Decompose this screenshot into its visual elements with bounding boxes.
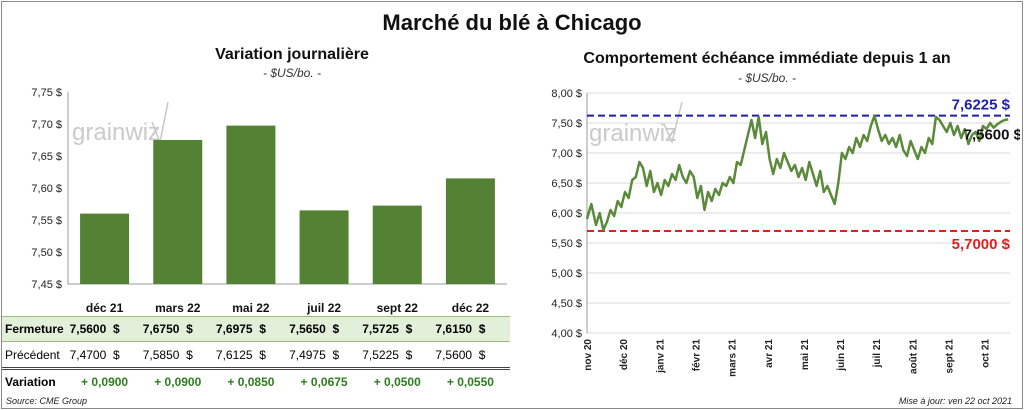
x-tick-label: nov 20: [583, 339, 594, 371]
x-tick-label: mai 22: [232, 301, 270, 315]
y-tick-label: 4,50 $: [551, 298, 582, 310]
table-cell: 7,6975 $: [215, 322, 266, 336]
bar-mars-22: [153, 140, 203, 284]
low-value-label: 5,7000 $: [952, 236, 1011, 253]
y-tick-label: 6,50 $: [551, 178, 582, 190]
bar-chart: 7,45 $ 7,50 $ 7,55 $ 7,60 $ 7,65 $ 7,70 $ 7,75…: [31, 87, 507, 315]
x-tick-label: sept 21: [945, 339, 956, 374]
last-value-label: 7,5600 $: [964, 126, 1020, 143]
bar-juil-22: [299, 210, 349, 284]
table-row-precedent: Précédent 7,4700 $ 7,5850 $ 7,6125 $ 7,4975…: [2, 343, 510, 368]
grainwiz-watermark: grainwiz: [589, 120, 677, 147]
y-tick-label: 5,00 $: [551, 268, 582, 280]
x-tick-label: juil 21: [872, 339, 883, 369]
row-label: Variation: [5, 375, 56, 389]
table-cell: + 0,0550: [446, 375, 494, 389]
row-label: Fermeture: [5, 322, 64, 336]
grainwiz-watermark: grainwiz: [72, 119, 160, 146]
y-tick-label: 7,50 $: [31, 247, 62, 259]
bar-sept-22: [372, 205, 422, 284]
table-cell: 7,5650 $: [289, 322, 340, 336]
bar-chart-unit: - $US/bo. -: [262, 66, 322, 80]
table-cell: 7,5600 $: [69, 322, 120, 336]
line-chart-unit: - $US/bo. -: [737, 71, 797, 85]
y-tick-label: 7,00 $: [551, 148, 582, 160]
table-cell: 7,6150 $: [435, 322, 486, 336]
y-tick-label: 6,00 $: [551, 208, 582, 220]
y-tick-label: 5,50 $: [551, 238, 582, 250]
price-series-line: [585, 114, 1009, 232]
table-cell: + 0,0900: [81, 375, 129, 389]
x-tick-label: août 21: [908, 339, 919, 374]
table-cell: 7,5850 $: [142, 348, 193, 362]
table-cell: 7,4700 $: [69, 348, 120, 362]
bar-déc-21: [80, 213, 130, 284]
table-cell: + 0,0850: [227, 375, 275, 389]
table-cell: 7,5600 $: [435, 348, 486, 362]
high-value-label: 7,6225 $: [952, 97, 1011, 114]
x-tick-label: mars 22: [155, 301, 201, 315]
table-cell: 7,5725 $: [362, 322, 413, 336]
y-tick-label: 7,65 $: [31, 151, 62, 163]
y-tick-label: 7,45 $: [31, 279, 62, 291]
x-tick-label: févr 21: [691, 339, 702, 372]
y-tick-label: 4,00 $: [551, 328, 582, 340]
bar-chart-title: Variation journalière: [215, 46, 369, 63]
y-tick-label: 7,50 $: [551, 118, 582, 130]
x-tick-label: mai 21: [800, 339, 811, 371]
line-chart-title: Comportement échéance immédiate depuis 1…: [583, 50, 951, 67]
table-cell: + 0,0675: [300, 375, 348, 389]
table-cell: 7,5225 $: [362, 348, 413, 362]
table-cell: + 0,0900: [154, 375, 202, 389]
x-tick-label: mars 21: [728, 339, 739, 377]
table-row-variation: Variation + 0,0900 + 0,0900 + 0,0850 + 0,06…: [2, 369, 510, 394]
y-tick-label: 7,60 $: [31, 183, 62, 195]
x-tick-label: juin 21: [836, 339, 847, 372]
table-cell: 7,6125 $: [215, 348, 266, 362]
update-note: Mise à jour: ven 22 oct 2021: [898, 396, 1012, 406]
source-note: Source: CME Group: [6, 396, 88, 406]
bar-déc-22: [445, 178, 495, 284]
table-cell: 7,4975 $: [289, 348, 340, 362]
x-tick-label: déc 20: [619, 339, 630, 371]
x-tick-label: oct 21: [981, 339, 992, 368]
x-tick-label: juil 22: [306, 301, 341, 315]
y-tick-label: 7,75 $: [31, 87, 62, 99]
row-label: Précédent: [5, 348, 60, 362]
table-cell: 7,6750 $: [142, 322, 193, 336]
table-cell: + 0,0500: [373, 375, 421, 389]
x-tick-label: déc 22: [452, 301, 490, 315]
x-tick-label: sept 22: [377, 301, 419, 315]
y-tick-label: 7,55 $: [31, 215, 62, 227]
x-tick-label: janv 21: [655, 339, 666, 374]
price-table: Fermeture 7,5600 $ 7,6750 $ 7,6975 $ 7,5650…: [2, 315, 510, 395]
line-chart: 4,00 $ 4,50 $ 5,00 $ 5,50 $ 6,00 $ 6,50 $ 7,00…: [551, 88, 1020, 377]
table-row-fermeture: Fermeture 7,5600 $ 7,6750 $ 7,6975 $ 7,5650…: [2, 316, 510, 342]
x-tick-label: déc 21: [86, 301, 124, 315]
y-tick-label: 8,00 $: [551, 88, 582, 100]
y-tick-label: 7,70 $: [31, 119, 62, 131]
page-title: Marché du blé à Chicago: [382, 10, 642, 35]
bar-mai-22: [226, 125, 276, 284]
x-tick-label: avr 21: [764, 339, 775, 368]
